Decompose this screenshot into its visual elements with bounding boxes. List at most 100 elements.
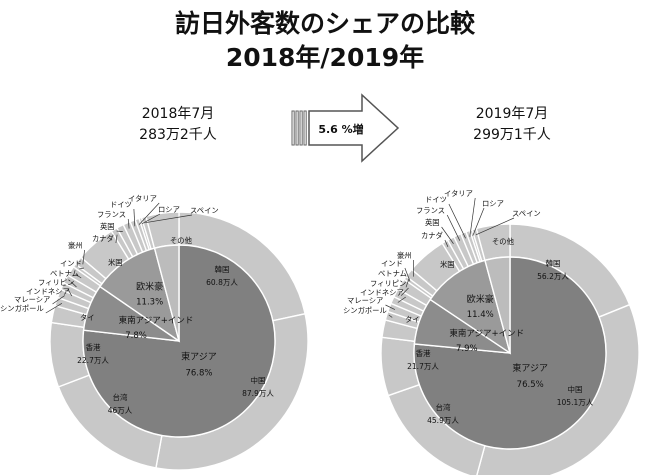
inner-pct-2019-east-asia: 76.5%: [517, 380, 544, 390]
outer-label-2018-15: フランス: [97, 210, 126, 219]
leader-2019-19: [475, 217, 515, 236]
period-2018: 2018年7月: [141, 106, 215, 122]
leader-2019-6: [385, 304, 396, 310]
leader-2019-7: [397, 296, 406, 303]
pie-2018: [45, 202, 309, 471]
outer-label-2019-19: スペイン: [512, 209, 541, 218]
outer-label-2019-16: ドイツ: [425, 195, 447, 204]
outer-label-2018-16: ドイツ: [110, 200, 132, 209]
leader-2019-18: [472, 207, 485, 236]
outer-label-2019-7: インドネシア: [360, 288, 404, 297]
outer-amount-2019-2: 45.9万人: [427, 416, 459, 425]
inner-slice-2018-0: [82, 244, 276, 438]
inner-label-2019-east-asia: 東アジア: [512, 362, 548, 374]
outer-label-2018-19: スペイン: [190, 206, 219, 215]
leader-2018-10: [79, 267, 84, 270]
leader-2018-19: [145, 214, 193, 224]
inner-label-2018-east-asia: 東アジア: [181, 350, 217, 362]
inner-pct-2018-sea-india: 7.8%: [125, 331, 147, 341]
outer-amount-2019-3: 21.7万人: [407, 362, 439, 371]
outer-amount-2018-0: 60.8万人: [206, 278, 238, 287]
leader-2019-17: [469, 197, 476, 237]
leader-2019-15: [446, 214, 461, 241]
leader-2019-16: [448, 203, 466, 239]
arrow-shape: [308, 93, 400, 163]
outer-label-2018-20: その他: [170, 236, 193, 245]
outer-label-2018-9: ベトナム: [50, 269, 79, 278]
outer-label-2019-9: ベトナム: [378, 269, 407, 278]
outer-label-2019-18: ロシア: [482, 199, 504, 208]
outer-amount-2018-1: 87.9万人: [242, 389, 274, 398]
pie-2019: [380, 197, 640, 475]
outer-label-2019-10: インド: [381, 259, 403, 268]
inner-label-2018-sea-india: 東南アジア+インド: [119, 315, 194, 326]
outer-label-2019-6: マレーシア: [347, 296, 383, 305]
outer-label-2019-8: フィリピン: [370, 279, 406, 288]
period-2019: 2019年7月: [475, 106, 549, 122]
leader-2018-11: [82, 249, 85, 265]
outer-label-2019-12: 米国: [440, 260, 455, 269]
outer-label-2019-11: 豪州: [397, 251, 412, 260]
leader-2018-16: [133, 208, 136, 227]
outer-label-2019-2: 台湾: [436, 402, 451, 412]
outer-label-2018-5: シンガポール: [0, 304, 44, 313]
inner-slice-2019-0: [413, 256, 607, 450]
outer-label-2018-18: ロシア: [158, 205, 180, 214]
outer-label-2019-5: シンガポール: [343, 306, 387, 315]
outer-label-2019-20: その他: [492, 237, 515, 246]
total-2019: 299万1千人: [473, 127, 551, 143]
leader-2019-8: [400, 287, 409, 296]
leader-2018-6: [52, 295, 65, 305]
chart-subtitle: 2018年/2019年: [225, 43, 425, 72]
outer-label-2018-11: 豪州: [68, 241, 83, 250]
inner-slice-2019-2: [429, 259, 512, 355]
leader-2018-14: [116, 230, 123, 232]
outer-label-2018-7: インドネシア: [26, 287, 70, 296]
outer-label-2018-13: カナダ: [92, 234, 114, 243]
outer-label-2019-0: 韓国: [546, 258, 561, 268]
outer-label-2018-2: 台湾: [113, 392, 128, 402]
leader-2018-18: [141, 213, 161, 224]
inner-pct-2019-sea-india: 7.9%: [456, 344, 478, 354]
leader-2019-9: [405, 277, 410, 288]
outer-label-2018-6: マレーシア: [14, 295, 50, 304]
arrow-stripe: [295, 110, 299, 146]
outer-amount-2018-3: 22.7万人: [77, 356, 109, 365]
outer-amount-2019-0: 56.2万人: [537, 272, 569, 281]
arrow-label: 5.6 %増: [318, 122, 363, 136]
growth-arrow: [291, 93, 400, 163]
outer-label-2018-3: 香港: [86, 342, 101, 352]
arrow-stripe: [303, 110, 307, 146]
leader-2018-5: [45, 303, 63, 314]
outer-label-2019-15: フランス: [416, 206, 445, 215]
outer-label-2019-13: カナダ: [421, 231, 443, 240]
outer-label-2018-17: イタリア: [128, 194, 157, 203]
inner-pct-2018-east-asia: 76.8%: [185, 368, 212, 378]
inner-label-2019-western: 欧米豪: [467, 293, 494, 305]
inner-label-2018-western: 欧米豪: [136, 281, 163, 293]
outer-label-2019-1: 中国: [568, 384, 583, 394]
arrow-stripe: [299, 110, 303, 146]
leader-2018-7: [67, 288, 73, 297]
inner-slice-2018-2: [98, 247, 181, 343]
header-2019: 2019年7月 299万1千人: [432, 104, 592, 146]
outer-label-2019-14: 英国: [425, 218, 440, 227]
leader-2018-15: [127, 218, 130, 229]
leader-2019-10: [404, 267, 411, 282]
outer-label-2019-17: イタリア: [444, 189, 473, 198]
leader-2018-9: [75, 273, 82, 279]
outer-amount-2018-2: 46万人: [108, 406, 133, 415]
inner-label-2019-sea-india: 東南アジア+インド: [449, 328, 524, 339]
outer-label-2018-4: タイ: [80, 313, 95, 322]
outer-label-2018-1: 中国: [251, 375, 266, 385]
outer-label-2019-4: タイ: [405, 315, 420, 324]
leader-2018-17: [138, 202, 160, 225]
outer-label-2018-12: 米国: [108, 258, 123, 267]
inner-pct-2018-western: 11.3%: [136, 298, 163, 308]
leader-2018-8: [70, 281, 77, 288]
total-2018: 283万2千人: [139, 127, 217, 143]
outer-label-2019-3: 香港: [416, 348, 431, 358]
outer-label-2018-0: 韓国: [215, 264, 230, 274]
chart-title: 訪日外客数のシェアの比較: [174, 9, 475, 38]
